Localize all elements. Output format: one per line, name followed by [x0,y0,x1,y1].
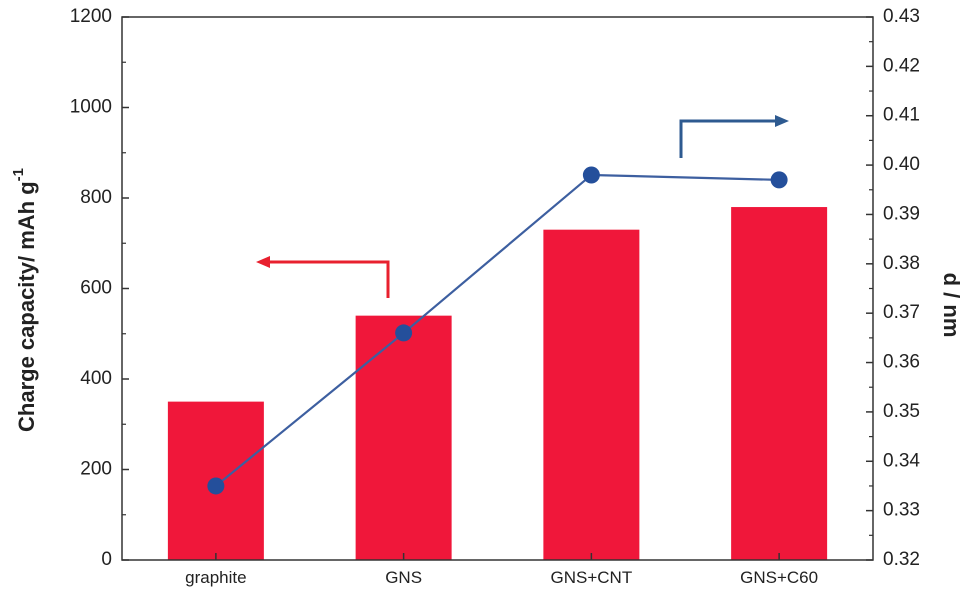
y2-tick-label: 0.34 [883,450,920,471]
y2-tick-label: 0.35 [883,401,920,422]
y2-tick-label: 0.36 [883,352,920,373]
y2-tick-label: 0.42 [883,55,920,76]
x-tick-label-graphite: graphite [185,568,246,587]
y-tick-label: 1000 [70,97,112,118]
y-tick-label: 200 [80,459,112,480]
line-layer [207,166,788,495]
y2-tick-label: 0.43 [883,6,920,27]
y2-tick-label: 0.32 [883,549,920,570]
y2-tick-label: 0.41 [883,105,920,126]
annotations-layer [256,115,789,298]
line-point-gns-c60 [770,171,788,189]
y-tick-label: 600 [80,278,112,299]
ticks-layer: 0 200 400 600 800 1000 1200 0.32 0.33 0.34 0.35 0.3… [70,6,921,587]
x-tick-label-gns-c60: GNS+C60 [740,568,818,587]
arrow-right-axis-head [775,115,789,127]
y-axis-title-text: Charge capacity/ mAh g [14,181,39,432]
line-point-gns-cnt [582,166,600,184]
y-tick-label: 1200 [70,6,112,27]
y-tick-label: 400 [80,368,112,389]
y-tick-label: 0 [101,549,112,570]
bars-layer [167,207,828,561]
arrow-right-axis [679,119,780,158]
bar-gns [355,315,452,560]
y2-tick-label: 0.39 [883,203,920,224]
y2-axis-title: d / nm [939,273,964,338]
y2-tick-label: 0.37 [883,302,920,323]
line-series-d [215,173,780,487]
arrow-left-axis [262,260,390,298]
line-point-gns [395,324,413,342]
y-tick-label: 800 [80,187,112,208]
y-axis-title-superscript: -1 [10,168,27,181]
line-point-graphite [207,477,225,495]
y-axis-title: Charge capacity/ mAh g-1 [10,168,39,432]
y2-tick-label: 0.38 [883,253,920,274]
x-tick-label-gns: GNS [385,568,422,587]
bar-gns-cnt [543,229,640,561]
arrow-left-axis-head [256,256,270,268]
y2-tick-label: 0.33 [883,500,920,521]
y2-tick-label: 0.40 [883,154,920,175]
x-tick-label-gns-cnt: GNS+CNT [551,568,633,587]
bar-gns-c60 [731,207,828,561]
